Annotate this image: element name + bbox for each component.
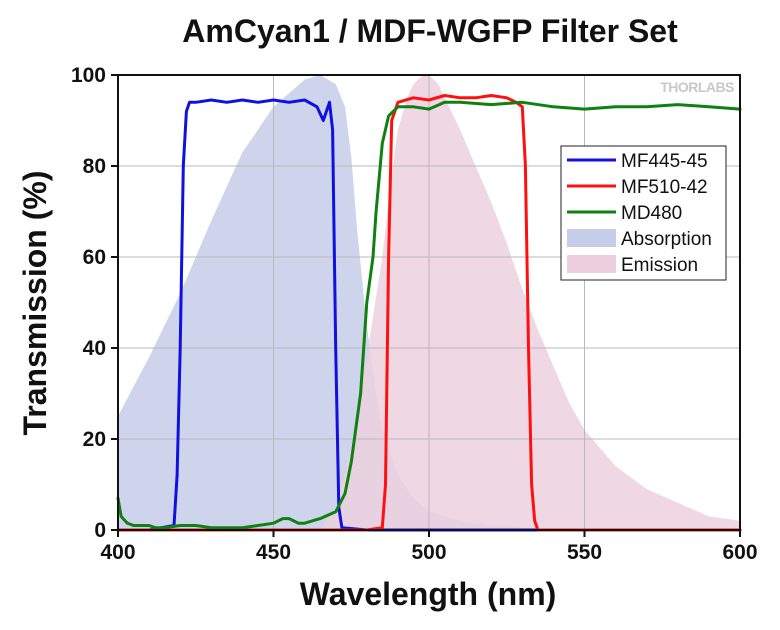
y-tick-label: 80 <box>83 155 106 178</box>
plot-area <box>116 74 742 532</box>
x-axis-title: Wavelength (nm) <box>300 576 557 612</box>
legend-label-md480: MD480 <box>621 203 682 224</box>
legend-swatch-absorption <box>567 229 616 247</box>
legend-label-mf510-42: MF510-42 <box>621 177 708 198</box>
chart-title: AmCyan1 / MDF-WGFP Filter Set <box>182 13 678 49</box>
x-tick-label: 450 <box>256 541 291 564</box>
x-tick-label: 500 <box>411 541 446 564</box>
y-tick-label: 100 <box>71 64 106 87</box>
legend-label-mf445-45: MF445-45 <box>621 151 708 172</box>
legend: MF445-45 MF510-42 MD480 Absorption Emission <box>560 145 727 281</box>
y-tick-label: 20 <box>83 428 106 451</box>
y-tick-label: 40 <box>83 337 106 360</box>
x-tick-label: 400 <box>100 541 135 564</box>
y-tick-label: 0 <box>94 519 106 542</box>
y-tick-label: 60 <box>83 246 106 269</box>
x-tick-label: 600 <box>722 541 757 564</box>
series-line-md480 <box>116 100 742 530</box>
area-absorption <box>118 75 585 530</box>
legend-label-emission: Emission <box>621 255 698 276</box>
x-tick-labels: 400 450 500 550 600 <box>100 530 758 564</box>
series-line-mf445-45 <box>116 98 742 532</box>
series-line-mf510-42 <box>116 94 742 532</box>
y-tick-labels: 0 20 40 60 80 100 <box>71 64 118 542</box>
legend-swatch-emission <box>567 255 616 273</box>
y-axis-title: Transmission (%) <box>17 171 53 436</box>
watermark-logo: THORLABS <box>660 79 734 95</box>
area-emission <box>320 75 740 530</box>
legend-label-absorption: Absorption <box>621 229 712 250</box>
x-tick-label: 550 <box>567 541 602 564</box>
